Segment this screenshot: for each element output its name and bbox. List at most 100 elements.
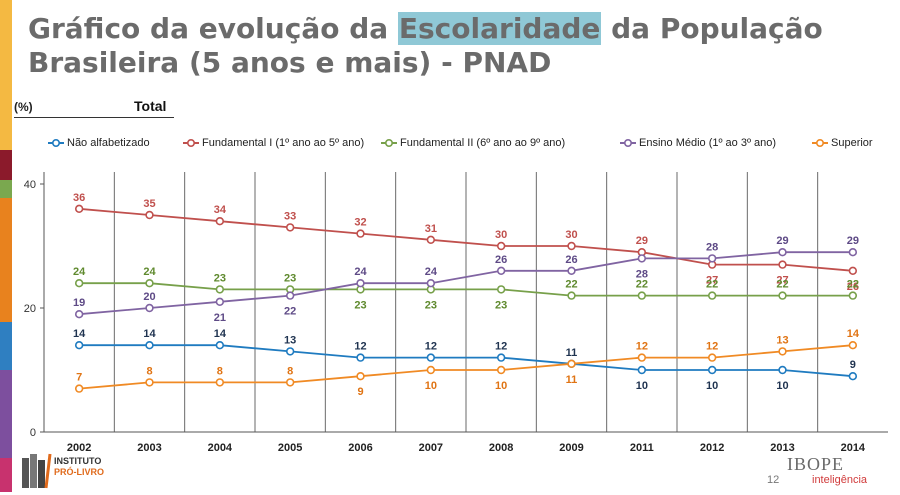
data-point [215, 297, 225, 306]
data-point [145, 210, 154, 220]
x-tick-label: 2008 [489, 442, 513, 454]
data-point [74, 204, 84, 214]
data-point [778, 248, 787, 257]
data-point [356, 372, 365, 381]
series-line [79, 251, 853, 316]
data-point [426, 365, 436, 375]
data-point [285, 223, 295, 232]
data-label: 8 [217, 365, 223, 377]
data-label: 35 [143, 198, 155, 210]
data-point [74, 384, 84, 393]
data-label: 26 [565, 254, 577, 266]
data-point [707, 254, 717, 263]
data-label: 24 [425, 266, 438, 278]
data-point [215, 217, 225, 226]
data-point [426, 279, 436, 288]
data-label: 22 [565, 279, 577, 291]
data-label: 12 [354, 341, 366, 353]
strip-segment [0, 0, 12, 150]
series-line [79, 207, 853, 272]
data-point [778, 365, 787, 375]
data-label: 22 [636, 279, 648, 291]
legend-marker-icon [183, 138, 199, 148]
data-point [74, 279, 84, 288]
data-point [145, 279, 154, 288]
data-point [848, 266, 858, 275]
data-point [285, 347, 295, 356]
data-point [496, 365, 506, 375]
data-label: 28 [636, 268, 648, 280]
data-label: 14 [847, 328, 860, 340]
data-point [356, 229, 365, 238]
data-label: 22 [284, 306, 296, 318]
data-label: 21 [214, 312, 226, 324]
legend-item: Não alfabetizado [48, 137, 150, 149]
legend-marker-icon [620, 138, 636, 148]
logo-text-line1: INSTITUTO [54, 456, 102, 466]
instituto-pro-livro-logo: INSTITUTO PRÓ-LIVRO [20, 450, 130, 490]
series-line [79, 344, 853, 390]
data-point [637, 291, 647, 300]
data-point [426, 353, 436, 362]
ibope-logo-subtitle: inteligência [812, 474, 868, 486]
data-label: 10 [425, 380, 437, 392]
data-label: 7 [76, 372, 82, 384]
data-point [707, 353, 717, 362]
data-point [567, 291, 576, 300]
data-label: 10 [776, 380, 788, 392]
data-label: 29 [776, 235, 788, 247]
data-label: 13 [284, 334, 296, 346]
data-point [145, 341, 154, 350]
data-label: 29 [847, 235, 859, 247]
data-point [848, 248, 858, 257]
data-point [637, 365, 647, 375]
data-label: 22 [776, 279, 788, 291]
data-point [215, 285, 225, 294]
data-point [356, 353, 365, 362]
data-label: 30 [495, 229, 507, 241]
legend-label: Superior [831, 137, 873, 149]
data-label: 10 [706, 380, 718, 392]
data-point [707, 291, 717, 300]
strip-segment [0, 180, 12, 198]
legend-item: Fundamental II (6º ano ao 9º ano) [381, 137, 565, 149]
data-point [637, 254, 647, 263]
x-tick-label: 2007 [419, 442, 443, 454]
data-label: 27 [706, 275, 718, 287]
data-point [426, 235, 436, 245]
legend-label: Fundamental I (1º ano ao 5º ano) [202, 137, 365, 149]
data-point [496, 241, 506, 251]
x-tick-label: 2005 [278, 442, 302, 454]
data-label: 10 [495, 380, 507, 392]
x-tick-label: 2012 [700, 442, 724, 454]
y-tick-label: 20 [24, 303, 36, 315]
series-line [79, 344, 853, 378]
data-label: 10 [636, 380, 648, 392]
data-label: 27 [776, 275, 788, 287]
page-title: Gráfico da evolução da Escolaridade da P… [28, 12, 888, 80]
legend-item: Fundamental I (1º ano ao 5º ano) [183, 137, 364, 149]
data-point [74, 341, 84, 350]
data-label: 23 [495, 299, 507, 311]
data-point [215, 341, 225, 350]
y-tick-label: 40 [24, 179, 36, 191]
x-tick-label: 2011 [630, 442, 654, 454]
data-label: 8 [287, 365, 293, 377]
legend-item: Superior [812, 137, 873, 149]
unit-label: (%) [14, 100, 33, 114]
data-label: 23 [214, 272, 226, 284]
data-label: 9 [850, 359, 856, 371]
title-part1: Gráfico da evolução da [28, 12, 398, 45]
x-tick-label: 2014 [841, 442, 866, 454]
data-label: 24 [354, 266, 367, 278]
x-tick-label: 2009 [559, 442, 583, 454]
strip-segment [0, 198, 12, 322]
data-point [215, 378, 225, 387]
data-label: 12 [495, 341, 507, 353]
panel-label: Total [134, 98, 167, 114]
data-label: 11 [566, 347, 578, 359]
legend-label: Não alfabetizado [67, 137, 150, 149]
data-point [778, 260, 787, 269]
ibope-logo: IBOPE [787, 454, 845, 474]
data-point [848, 372, 858, 381]
